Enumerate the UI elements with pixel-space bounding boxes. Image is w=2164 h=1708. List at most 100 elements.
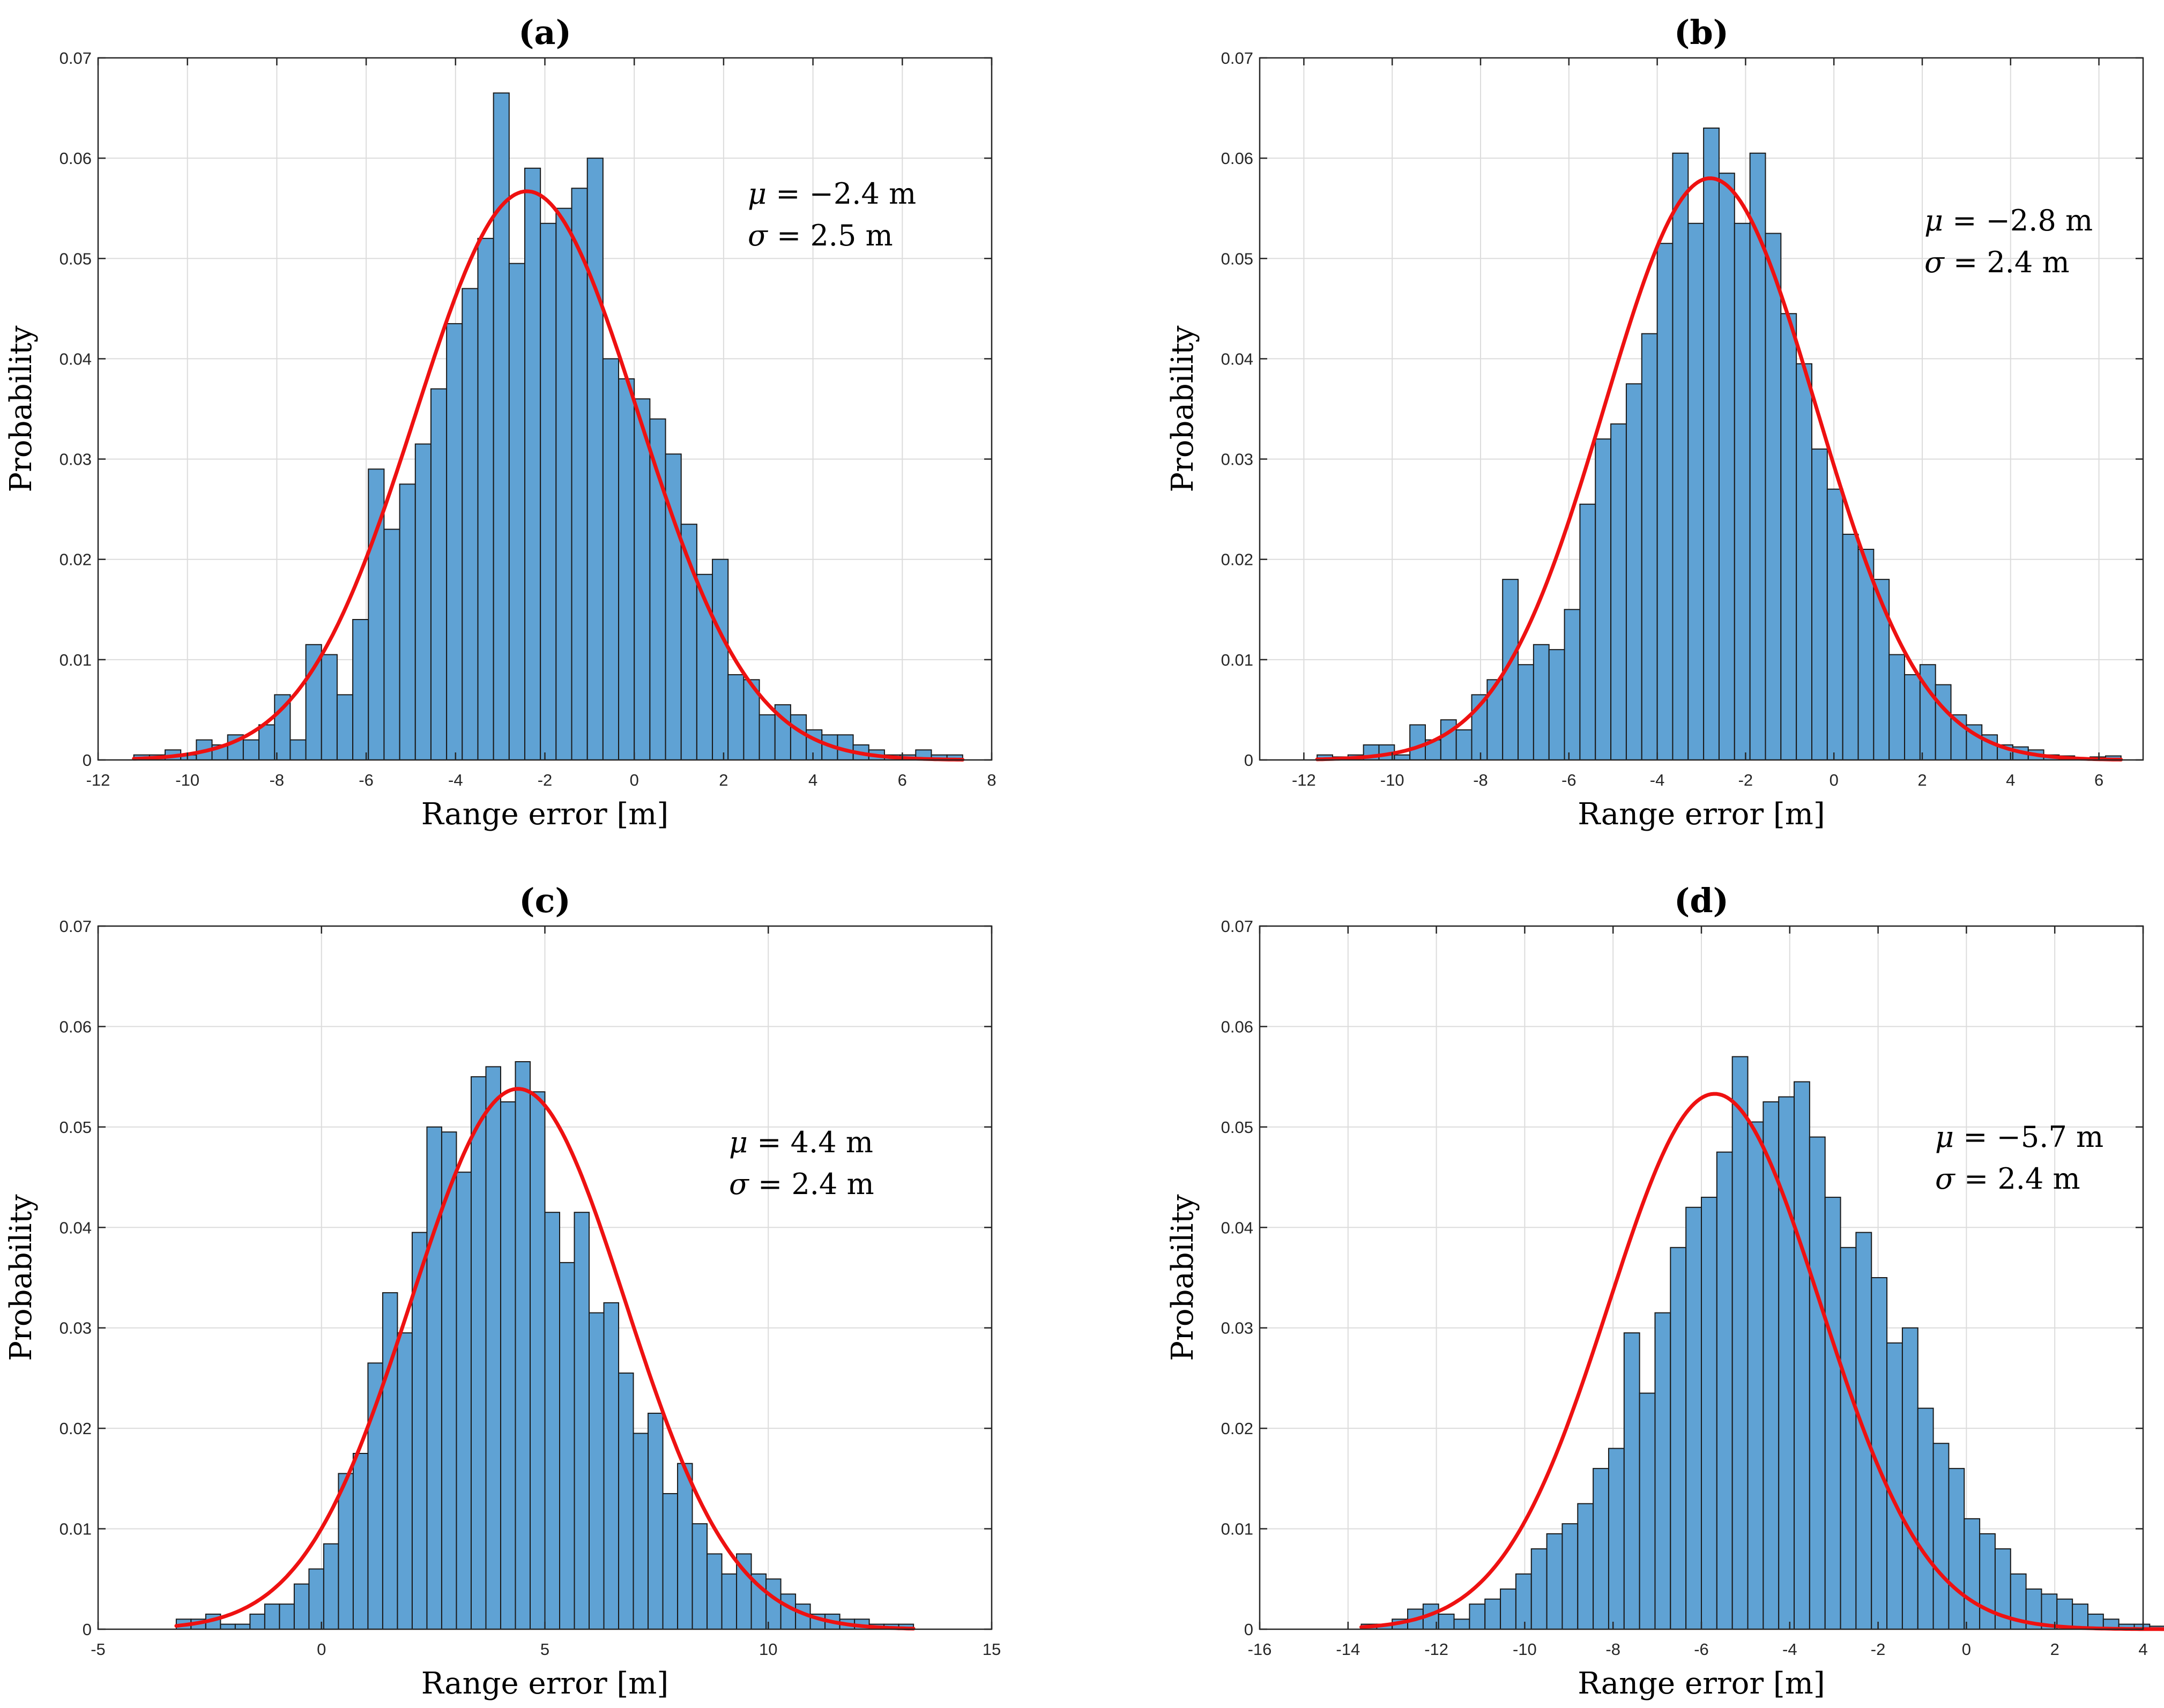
x-tick-label: -12 xyxy=(1424,1640,1448,1659)
histogram-bar xyxy=(446,323,463,760)
histogram-bar xyxy=(1935,684,1952,760)
histogram-bar xyxy=(1469,1603,1486,1630)
x-tick-label: -8 xyxy=(1473,771,1488,789)
mu-symbol: μ xyxy=(729,1125,748,1159)
histogram-bar xyxy=(758,714,776,761)
histogram-bar xyxy=(727,674,745,761)
histogram-bar xyxy=(1888,654,1906,760)
x-tick-label: 0 xyxy=(630,771,639,789)
histogram-bar xyxy=(220,1623,236,1630)
histogram-bar xyxy=(279,1603,295,1630)
y-tick-label: 0.03 xyxy=(1221,450,1253,469)
y-axis-label: Probability xyxy=(4,325,39,492)
x-tick-label: 2 xyxy=(2050,1640,2059,1659)
histogram-bar xyxy=(1901,1327,1918,1630)
x-tick-label: -5 xyxy=(91,1640,106,1659)
histogram-bar xyxy=(1716,1151,1733,1630)
x-tick-label: -12 xyxy=(1292,771,1316,789)
histogram-bar xyxy=(508,263,525,760)
y-tick-label: 0.05 xyxy=(60,249,92,268)
histogram-bar xyxy=(1685,1206,1702,1630)
histogram-bar xyxy=(456,1172,472,1630)
normal-fit-curve xyxy=(1315,176,2123,762)
x-tick-label: -12 xyxy=(86,771,110,789)
histogram-bar xyxy=(397,1332,413,1630)
mu-symbol: μ xyxy=(1935,1120,1954,1154)
chart-title: (b) xyxy=(1674,13,1729,52)
histogram-bar xyxy=(1794,1081,1810,1630)
histogram-bar xyxy=(1484,1598,1501,1630)
histogram-bar xyxy=(1579,503,1596,760)
histogram-bar xyxy=(1564,609,1581,761)
y-tick-label: 0.04 xyxy=(1221,1218,1253,1237)
histogram-bar xyxy=(1778,1096,1795,1630)
histogram-bar xyxy=(780,1593,797,1630)
histogram-bar xyxy=(1453,1619,1470,1630)
y-tick-label: 0.06 xyxy=(60,1017,92,1036)
histogram-bar xyxy=(721,1573,738,1630)
histogram-bar xyxy=(1672,152,1689,760)
histogram-bar xyxy=(524,167,541,760)
histogram-bar xyxy=(1809,1136,1826,1630)
histogram-bar xyxy=(555,207,572,761)
histogram-bar xyxy=(662,1493,679,1630)
histogram-bar xyxy=(1409,724,1426,760)
x-tick-label: 15 xyxy=(983,1640,1001,1659)
x-tick-label: 6 xyxy=(2094,771,2103,789)
x-tick-label: 4 xyxy=(2006,771,2015,789)
histogram-bar xyxy=(1533,644,1550,761)
histogram-bar xyxy=(1687,222,1705,760)
histogram-bar xyxy=(1796,363,1812,760)
sigma-symbol: σ xyxy=(748,219,769,252)
histogram-bar xyxy=(589,1312,605,1630)
histogram-bar xyxy=(1734,222,1751,760)
y-tick-label: 0.05 xyxy=(1221,249,1253,268)
histogram-bar xyxy=(559,1262,575,1630)
histogram-bar xyxy=(258,724,276,760)
axes-frame xyxy=(1259,57,2144,761)
chart-panel-a: -12 -10 -8 -6 -4 -2 0 2 4 6 8 0 0.01 0.02 0.03 0.04 0.05… xyxy=(4,13,997,832)
histogram-bar xyxy=(1701,1197,1717,1630)
histogram-bar xyxy=(1840,1247,1857,1630)
histogram-bar xyxy=(1811,448,1828,760)
histogram-bar xyxy=(1731,1056,1749,1630)
histogram-bar xyxy=(1917,1407,1934,1630)
chart-title: (c) xyxy=(519,881,570,920)
x-tick-label: 0 xyxy=(317,1640,326,1659)
histogram-bar xyxy=(414,443,432,760)
histogram-bar xyxy=(1765,233,1782,760)
histogram-bar xyxy=(1932,1443,1950,1630)
histogram-bar xyxy=(634,398,651,760)
histogram-bar xyxy=(2072,1603,2088,1630)
y-tick-label: 0.07 xyxy=(1221,917,1253,936)
y-tick-label: 0.04 xyxy=(60,1218,92,1237)
histogram-bar xyxy=(321,654,338,760)
histogram-bar xyxy=(1595,438,1612,760)
y-tick-label: 0 xyxy=(83,751,92,770)
x-tick-label: 4 xyxy=(808,771,817,789)
histogram-bar xyxy=(399,483,416,760)
y-tick-label: 0.02 xyxy=(1221,1419,1253,1438)
histogram-bar xyxy=(485,1066,501,1630)
mu-value: = 4.4 m xyxy=(748,1125,873,1159)
histogram-bar xyxy=(765,1578,782,1630)
y-tick-label: 0.06 xyxy=(1221,1017,1253,1036)
histogram-bar xyxy=(1608,1448,1625,1630)
y-tick-label: 0.03 xyxy=(60,1319,92,1338)
chart-panel-b: -12 -10 -8 -6 -4 -2 0 2 4 6 0 0.01 0.02 0.03 0.04 0.05 0… xyxy=(1165,13,2144,832)
mu-annotation: μ = −2.8 m xyxy=(1924,204,2093,237)
histogram-bar xyxy=(574,1212,590,1630)
x-tick-label: -10 xyxy=(1513,1640,1537,1659)
x-tick-label: -14 xyxy=(1336,1640,1360,1659)
x-tick-label: 2 xyxy=(1917,771,1927,789)
histogram-bar xyxy=(1656,243,1674,760)
sigma-value: = 2.5 m xyxy=(768,219,893,252)
histogram-bar xyxy=(470,1076,487,1630)
histogram-bar xyxy=(1964,1518,1981,1630)
x-tick-label: -8 xyxy=(1605,1640,1620,1659)
histogram-bar xyxy=(1438,1613,1455,1630)
normal-fit-curve xyxy=(132,189,965,762)
y-axis-label: Probability xyxy=(1165,1194,1200,1361)
histogram-bar xyxy=(338,1473,354,1630)
